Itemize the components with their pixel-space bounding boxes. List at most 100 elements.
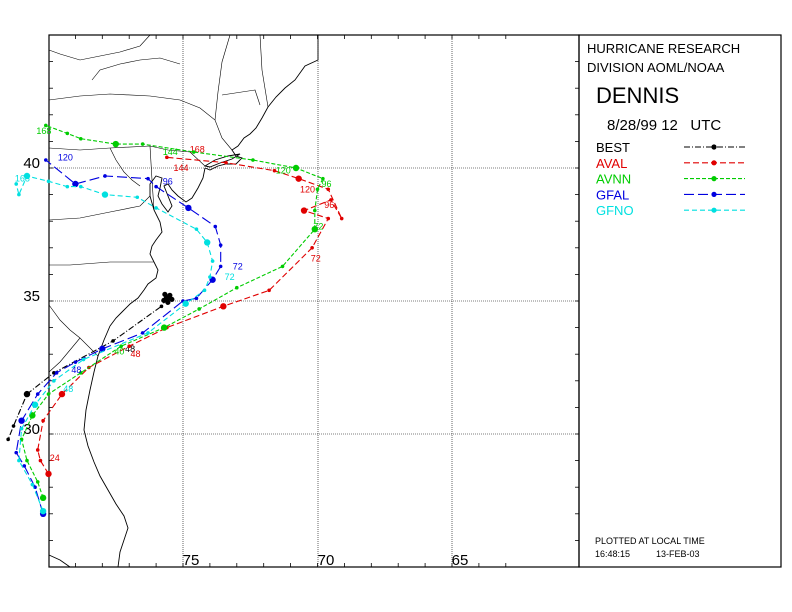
track-point	[22, 464, 27, 468]
best-track-point	[167, 292, 173, 298]
track-point	[39, 507, 47, 515]
track-point	[154, 184, 158, 189]
track-point	[17, 458, 21, 463]
track-point	[339, 216, 344, 221]
legend-swatch-dot	[711, 160, 717, 166]
track-point	[6, 437, 10, 442]
track-point	[165, 155, 169, 160]
forecast-hour-label: 144	[174, 163, 189, 173]
org-line-2: DIVISION AOML/NOAA	[587, 60, 725, 75]
forecast-hour-label: 96	[163, 176, 173, 186]
forecast-hour-label: 72	[313, 222, 323, 232]
track-point	[119, 344, 123, 349]
track-point	[280, 264, 285, 269]
forecast-hour-label: 48	[131, 349, 141, 359]
axis-ticks	[49, 34, 579, 567]
track-point	[313, 208, 317, 213]
forecast-hour-label: 168	[190, 144, 205, 154]
track-point	[78, 371, 83, 375]
init-time: 8/28/99 12 UTC	[607, 117, 721, 134]
lon-axis-labels: 75 70 65	[183, 552, 469, 569]
legend-label: GFAL	[596, 187, 629, 202]
track-point	[44, 158, 48, 162]
track-point	[300, 207, 308, 214]
track-point	[310, 246, 314, 250]
legend-entry-avnn: AVNN	[596, 172, 745, 187]
track-point	[326, 216, 331, 221]
best-track-point	[162, 291, 168, 297]
track-point	[202, 288, 207, 293]
track-point	[182, 300, 189, 307]
legend-entry-gfal: GFAL	[596, 187, 745, 202]
track-point	[321, 176, 325, 181]
track-point	[39, 494, 47, 502]
track-point	[251, 158, 255, 162]
track-point	[31, 401, 39, 408]
track-point	[210, 259, 215, 263]
track-point	[54, 371, 59, 375]
track-point	[18, 417, 25, 424]
track-point	[35, 448, 40, 452]
track-point	[30, 482, 35, 487]
track-point	[315, 187, 320, 192]
track-point	[103, 174, 107, 178]
track-point	[52, 379, 56, 383]
track-point	[111, 339, 115, 343]
track-point	[154, 206, 158, 210]
legend-entry-gfno: GFNO	[596, 203, 745, 218]
track-point	[329, 198, 333, 202]
track-point	[99, 345, 106, 353]
forecast-hour-label: 48	[63, 384, 73, 394]
track-point	[45, 470, 52, 478]
forecast-hour-label: 40	[114, 347, 124, 357]
track-point	[52, 371, 56, 375]
track-point	[65, 131, 70, 136]
lon-tick-label-65: 65	[452, 552, 469, 569]
lat-tick-label-35: 35	[23, 288, 40, 305]
track-point	[218, 264, 223, 269]
lat-axis-labels: 40 35 30	[23, 155, 40, 438]
track-point	[311, 225, 319, 233]
track-point	[146, 331, 150, 335]
track-point	[218, 243, 223, 247]
lat-tick-label-30: 30	[23, 421, 40, 438]
track-point	[208, 275, 212, 279]
track-point	[14, 450, 19, 455]
coastline	[48, 34, 319, 568]
track-point	[292, 164, 300, 172]
info-panel: HURRICANE RESEARCH DIVISION AOML/NOAA DE…	[587, 41, 745, 559]
track-point	[17, 192, 21, 197]
grid-lines	[49, 35, 579, 567]
lon-tick-label-75: 75	[183, 552, 200, 569]
forecast-hour-label: 96	[322, 179, 332, 189]
info-panel-frame	[578, 34, 782, 568]
forecast-hour-label: 72	[225, 272, 235, 282]
track-point	[326, 187, 331, 192]
forecast-hour-label: 144	[163, 147, 178, 157]
storm-name: DENNIS	[596, 83, 679, 108]
track-point	[58, 390, 66, 398]
footer-label: PLOTTED AT LOCAL TIME	[595, 536, 705, 546]
track-point	[191, 150, 196, 154]
track-point	[194, 227, 199, 231]
track-point	[127, 344, 131, 349]
forecast-tracks: 4824487296120144168407296120144168487296…	[6, 123, 344, 517]
forecast-hour-label: 72	[233, 261, 243, 271]
track-point	[78, 136, 83, 141]
track-point	[146, 176, 150, 181]
track-point	[41, 418, 45, 423]
track-line	[37, 156, 343, 475]
forecast-hour-label: 24	[50, 453, 60, 463]
track-point	[14, 182, 19, 186]
track-point	[46, 179, 51, 184]
track-point	[101, 191, 109, 198]
legend-label: AVNN	[596, 172, 631, 187]
track-point	[72, 180, 79, 188]
track-point	[224, 160, 228, 165]
best-track-point	[165, 299, 171, 305]
best-track-point	[161, 297, 167, 303]
best-track-point	[169, 296, 175, 302]
track-point	[140, 142, 145, 146]
